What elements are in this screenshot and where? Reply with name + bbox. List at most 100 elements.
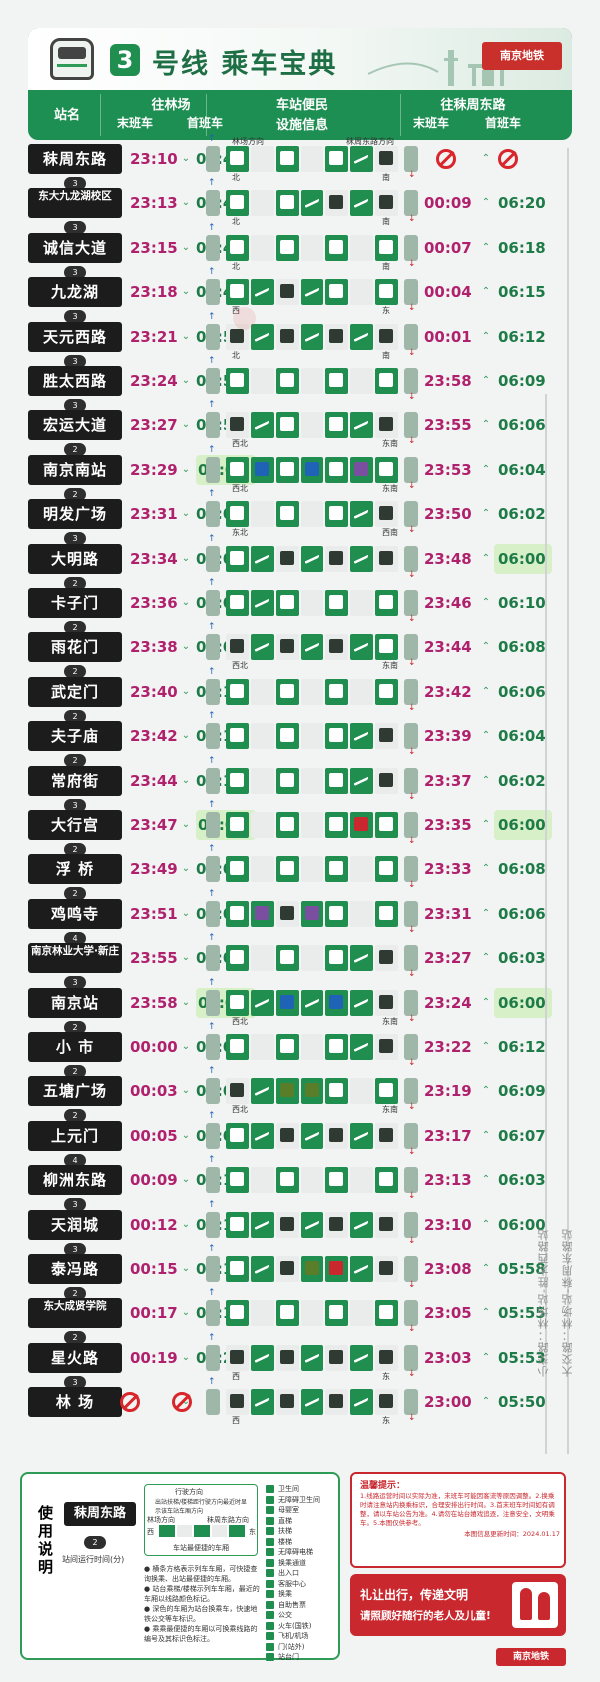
chevron-down-icon: ⌄ (181, 1351, 191, 1363)
escalator-icon (279, 1039, 294, 1053)
platform-end-left (206, 501, 220, 528)
col-left-last: 末班车 (116, 116, 153, 130)
right-first-train: 06:04 (498, 727, 546, 746)
legend-note: ● 乘乘最便捷的车厢以可换乘线路的编号及其标识色标注。 (144, 1625, 258, 1643)
train-car (300, 1034, 324, 1060)
exit-up-arrow-icon: ↑ (208, 489, 216, 500)
escalator-icon (230, 861, 244, 876)
escalator-icon (254, 1346, 269, 1364)
platform-end-left (206, 1122, 220, 1149)
escalator-icon (354, 502, 369, 520)
chevron-up-icon: ⌃ (481, 1041, 491, 1052)
escalator-icon (329, 905, 344, 920)
nanjing-metro-logo: 南京地铁 (482, 42, 562, 70)
station-gap-minutes: 3 (64, 354, 86, 368)
escalator-icon (354, 946, 369, 964)
elevator-icon (230, 639, 244, 654)
train-car (300, 1122, 324, 1149)
orientation-left: 西 (232, 306, 240, 316)
train-car (250, 767, 274, 794)
train-car (226, 545, 249, 572)
train-car (275, 812, 299, 838)
train-car (275, 678, 299, 705)
legend-notes: ● 横条方格表示列车车厢，可快捷查询换乘、出站最便捷的车厢。 ● 站台乘梯/楼梯示… (144, 1564, 264, 1644)
platform-end-right (404, 989, 418, 1016)
train-car (275, 1344, 299, 1371)
escalator-icon (254, 461, 269, 476)
train-car (226, 1034, 249, 1060)
escalator-icon (279, 861, 294, 876)
right-last-train: 23:33 (424, 860, 472, 879)
right-first-train: 06:15 (498, 283, 546, 302)
legend-note: ● 站台乘梯/楼梯示列车车厢，最近的车厢以线路颜色标记。 (144, 1585, 260, 1603)
orientation-right: 东南 (382, 483, 398, 493)
elevator-icon (329, 1127, 344, 1142)
escalator-icon (379, 1172, 394, 1187)
station-gap-minutes: 3 (64, 1198, 86, 1212)
train-car (325, 900, 349, 927)
elevator-icon (279, 1394, 294, 1409)
train-car (300, 1344, 324, 1371)
legend-right-dir: 秣周东路方向 (207, 1516, 249, 1524)
platform-end-right (404, 1211, 418, 1238)
chevron-down-icon: ⌄ (181, 419, 191, 431)
train-car (250, 856, 274, 883)
train-car (250, 678, 274, 705)
chevron-down-icon: ⌄ (181, 463, 191, 475)
platform-car-strip (226, 190, 399, 217)
orientation-left: 西北 (232, 1016, 248, 1026)
header-title-bar: 3 号线 乘车宝典 南京地铁 (28, 28, 572, 90)
chevron-up-icon: ⌃ (481, 463, 491, 475)
facility-icon (266, 1579, 274, 1588)
platform-end-right (404, 856, 418, 883)
exit-down-arrow-icon: ↓ (408, 924, 416, 935)
platform-car-strip (226, 146, 399, 172)
right-first-train: 06:00 (494, 810, 552, 840)
train-car (325, 989, 349, 1016)
escalator-icon (354, 1213, 369, 1230)
elevator-icon (279, 284, 294, 299)
train-car (226, 279, 249, 306)
train-car (226, 1211, 249, 1238)
exit-down-arrow-icon: ↓ (408, 436, 416, 447)
chevron-down-icon: ⌄ (181, 819, 191, 830)
platform-end-right (404, 590, 418, 616)
escalator-icon (230, 817, 244, 831)
exit-up-arrow-icon: ↑ (208, 356, 216, 366)
right-last-train: 23:13 (424, 1171, 472, 1190)
train-car (275, 1034, 299, 1060)
right-last-train: 23:55 (424, 416, 472, 435)
train-car (350, 234, 374, 261)
train-car (325, 368, 349, 394)
right-last-train: 23:37 (424, 771, 472, 790)
platform-end-right (404, 146, 418, 172)
train-car (350, 1167, 374, 1194)
elevator-icon (230, 328, 244, 343)
chevron-up-icon: ⌃ (481, 774, 491, 786)
exit-up-arrow-icon: ↑ (208, 888, 216, 899)
exit-down-arrow-icon: ↓ (408, 392, 416, 402)
train-car (325, 767, 349, 794)
exit-up-arrow-icon: ↑ (208, 400, 216, 411)
escalator-icon (329, 728, 344, 743)
exit-up-arrow-icon: ↑ (208, 178, 216, 189)
escalator-icon (279, 994, 294, 1009)
train-car (300, 190, 324, 217)
legend-icon-item: 卫生间 (266, 1484, 338, 1495)
platform-end-right (404, 234, 418, 261)
legend-icon-item: 无障碍电梯 (266, 1547, 338, 1558)
train-car (275, 190, 299, 217)
escalator-icon (379, 595, 394, 609)
right-first-train: 06:06 (498, 904, 546, 923)
platform-car-strip (226, 723, 399, 750)
escalator-icon (230, 151, 244, 165)
train-car (325, 190, 349, 217)
escalator-icon (230, 595, 244, 609)
